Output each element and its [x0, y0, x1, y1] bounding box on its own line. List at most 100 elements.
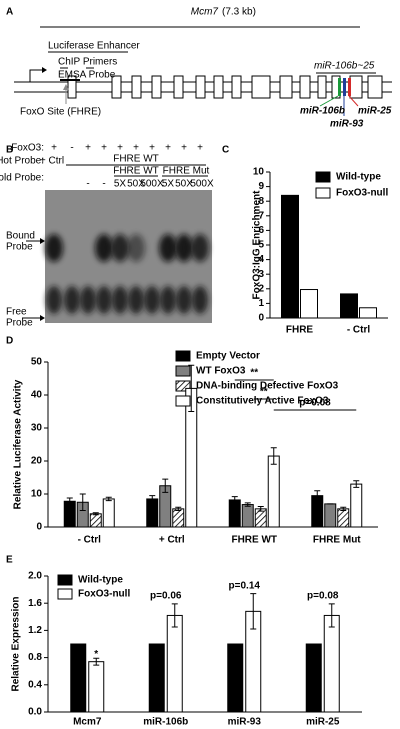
y-tick-label: 10: [253, 167, 265, 178]
exon: [195, 75, 206, 99]
label: miR-93: [330, 119, 364, 130]
band: [80, 286, 96, 314]
label: Luciferase Enhancer: [48, 41, 140, 52]
legend-swatch: [175, 380, 191, 392]
y-tick-label: 5: [258, 240, 264, 251]
mirna: [338, 78, 341, 96]
error-bar: [149, 495, 156, 503]
error-bar: [93, 657, 100, 666]
band: [160, 286, 176, 314]
lane-sign: -: [70, 143, 73, 154]
band: [144, 286, 160, 314]
exon: [213, 75, 224, 99]
dose: 50X: [175, 179, 193, 190]
panel-label: D: [6, 336, 13, 347]
dose: 5X: [162, 179, 175, 190]
band: [64, 286, 80, 314]
dose: 5X: [114, 179, 127, 190]
legend-label: FoxO3-null: [78, 589, 130, 600]
legend-swatch: [57, 588, 73, 600]
band: [128, 286, 144, 314]
band: [175, 234, 193, 262]
x-tick-label: FHRE Mut: [313, 535, 361, 546]
y-tick-label: 1.6: [28, 598, 42, 609]
y-tick-label: 3: [258, 269, 264, 280]
exon: [231, 75, 242, 99]
error-bar: [175, 506, 182, 511]
lane-sign: +: [133, 143, 139, 154]
dose: 500X: [190, 179, 214, 190]
site-head: [63, 84, 69, 90]
y-tick-label: 2: [258, 283, 264, 294]
leader: [319, 95, 339, 107]
lane-sign: +: [51, 143, 57, 154]
lane-label: FHRE WT: [113, 166, 159, 177]
bar: [227, 643, 244, 713]
lane-sign: +: [165, 143, 171, 154]
bar: [146, 498, 159, 528]
bar: [241, 504, 254, 528]
y-tick-label: 2.0: [28, 571, 42, 582]
tss-arrow: [29, 69, 42, 82]
x-tick-label: FHRE WT: [231, 535, 277, 546]
error-bar: [340, 506, 347, 511]
panel-label: B: [6, 145, 13, 156]
error-bar: [314, 490, 321, 502]
x-tick-label: Mcm7: [73, 717, 102, 728]
panel-label: A: [6, 7, 13, 18]
bar: [340, 293, 358, 319]
band: [112, 286, 128, 314]
gene-length: (7.3 kb): [222, 7, 256, 18]
lane-label: FHRE WT: [113, 154, 159, 165]
band: [192, 286, 208, 314]
annotation: p=0.08: [299, 398, 331, 409]
exon: [279, 75, 293, 99]
row-label: Hot Probe:: [0, 156, 44, 167]
lane-sign: -: [102, 179, 105, 190]
y-tick-label: 50: [31, 357, 43, 368]
y-tick-label: 9: [258, 181, 264, 192]
annotation: p=0.14: [229, 580, 261, 591]
legend-label: Constitutively Active FoxO3: [196, 396, 329, 407]
lane-sign: +: [197, 143, 203, 154]
y-axis-label: FoxO3:IgG Enrichment: [252, 190, 263, 300]
label: FoxO Site (FHRE): [20, 107, 101, 118]
bar: [300, 289, 318, 319]
lane-sign: -: [86, 179, 89, 190]
bar: [267, 455, 280, 528]
error-bar: [270, 447, 277, 465]
y-tick-label: 1.2: [28, 625, 42, 636]
exon: [67, 75, 77, 99]
bar: [359, 307, 377, 319]
legend-swatch: [175, 350, 191, 362]
legend-label: DNA-binding Defective FoxO3: [196, 381, 339, 392]
panel-label: E: [6, 555, 13, 566]
x-tick-label: miR-93: [228, 717, 262, 728]
exon: [151, 75, 162, 99]
x-tick-label: miR-106b: [143, 717, 188, 728]
bar: [305, 643, 322, 713]
error-bar: [244, 502, 251, 507]
exon: [299, 75, 311, 99]
side-label: Bound: [6, 231, 35, 242]
bar: [172, 508, 185, 528]
error-bar: [328, 603, 335, 628]
legend-swatch: [57, 574, 73, 586]
annotation: p=0.08: [307, 591, 339, 602]
row-label: Cold Probe:: [0, 173, 44, 184]
bar: [323, 614, 340, 713]
error-bar: [92, 512, 99, 516]
lane-label: + Ctrl: [40, 156, 64, 167]
lane-sign: +: [181, 143, 187, 154]
exon: [317, 75, 327, 99]
error-bar: [188, 364, 195, 412]
x-tick-label: - Ctrl: [78, 535, 102, 546]
legend-swatch: [315, 171, 331, 183]
label: miR-106b~25: [314, 61, 375, 72]
legend-label: WT FoxO3: [196, 366, 246, 377]
y-tick-label: 0.4: [28, 679, 42, 690]
bar: [166, 614, 183, 713]
bar: [337, 508, 350, 528]
band: [96, 286, 112, 314]
